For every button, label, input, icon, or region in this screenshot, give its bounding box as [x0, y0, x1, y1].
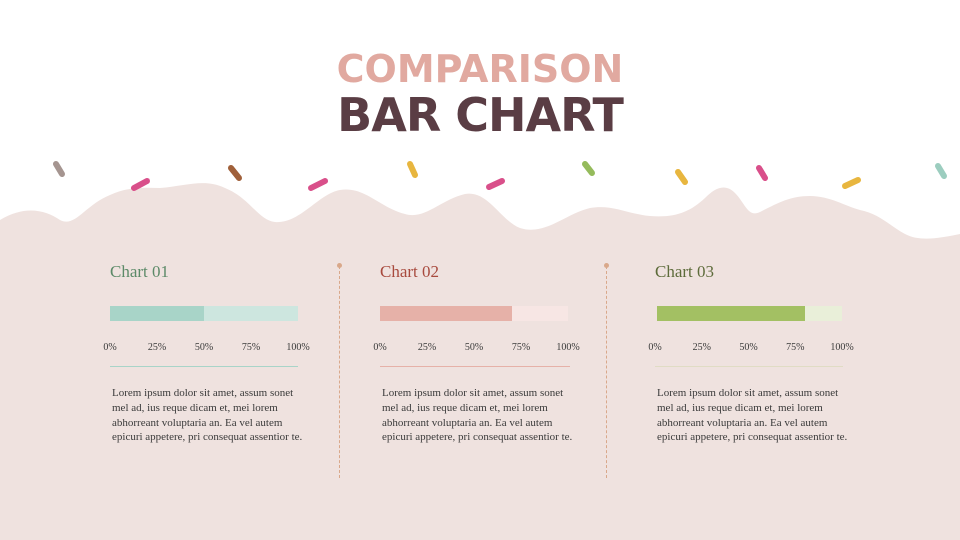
sprinkle: [582, 161, 595, 176]
tick-label: 25%: [147, 342, 167, 353]
tick-label: 50%: [464, 342, 484, 353]
tick-label: 25%: [417, 342, 437, 353]
chart-title: Chart 01: [110, 262, 170, 281]
divider: [604, 263, 609, 478]
slide-title: COMPARISON BAR CHART: [0, 48, 960, 140]
chart-title: Chart 02: [380, 262, 440, 281]
tick-labels: 0% 25% 50% 75% 100%: [103, 342, 309, 356]
chart-panel-01: Chart 01 0% 25% 50% 75% 100% Lorem ipsum…: [103, 262, 310, 443]
underline: [110, 366, 298, 367]
tick-label: 0%: [103, 342, 117, 353]
tick-label: 75%: [241, 342, 261, 353]
chart-panel-02: Chart 02 0% 25% 50% 75% 100% Lorem ipsum…: [373, 262, 580, 443]
sprinkle: [407, 161, 418, 178]
chart-description: Lorem ipsum dolor sit amet, assum sonet …: [657, 387, 848, 444]
tick-label: 75%: [786, 342, 805, 353]
tick-label: 100%: [556, 342, 580, 353]
icing-wave: [0, 183, 960, 540]
tick-label: 50%: [194, 342, 214, 353]
chart-panel-03: Chart 03 0% 25% 50% 75% 100% Lorem ipsum…: [648, 262, 855, 443]
tick-label: 50%: [739, 342, 758, 353]
bar-fill: [657, 306, 805, 321]
tick-labels: 0% 25% 50% 75% 100%: [373, 342, 579, 356]
bar-fill: [380, 306, 512, 321]
divider: [337, 263, 342, 478]
sprinkle: [935, 163, 947, 179]
sprinkle: [756, 165, 768, 181]
underline: [380, 366, 570, 367]
bar-track: [657, 306, 842, 321]
sprinkles: [53, 161, 947, 191]
sprinkle: [228, 165, 242, 181]
tick-label: 25%: [692, 342, 711, 353]
title-line-comparison: COMPARISON: [336, 47, 624, 91]
sprinkle: [53, 161, 65, 177]
bar-fill: [110, 306, 204, 321]
tick-label: 100%: [830, 342, 854, 353]
underline: [655, 366, 843, 367]
divider-dot: [337, 263, 342, 268]
chart-description: Lorem ipsum dolor sit amet, assum sonet …: [112, 387, 303, 444]
sprinkle: [486, 178, 505, 190]
tick-label: 0%: [373, 342, 387, 353]
bar-track: [380, 306, 568, 321]
tick-label: 75%: [511, 342, 531, 353]
bar-track: [110, 306, 298, 321]
sprinkle: [131, 178, 150, 191]
tick-labels: 0% 25% 50% 75% 100%: [648, 342, 853, 356]
sprinkle: [308, 178, 328, 191]
chart-description: Lorem ipsum dolor sit amet, assum sonet …: [382, 387, 573, 444]
chart-title: Chart 03: [655, 262, 715, 281]
divider-dot: [604, 263, 609, 268]
title-line-bar-chart: BAR CHART: [337, 88, 624, 142]
tick-label: 0%: [648, 342, 662, 353]
tick-label: 100%: [286, 342, 310, 353]
sprinkle: [675, 169, 688, 185]
sprinkle: [842, 177, 861, 189]
